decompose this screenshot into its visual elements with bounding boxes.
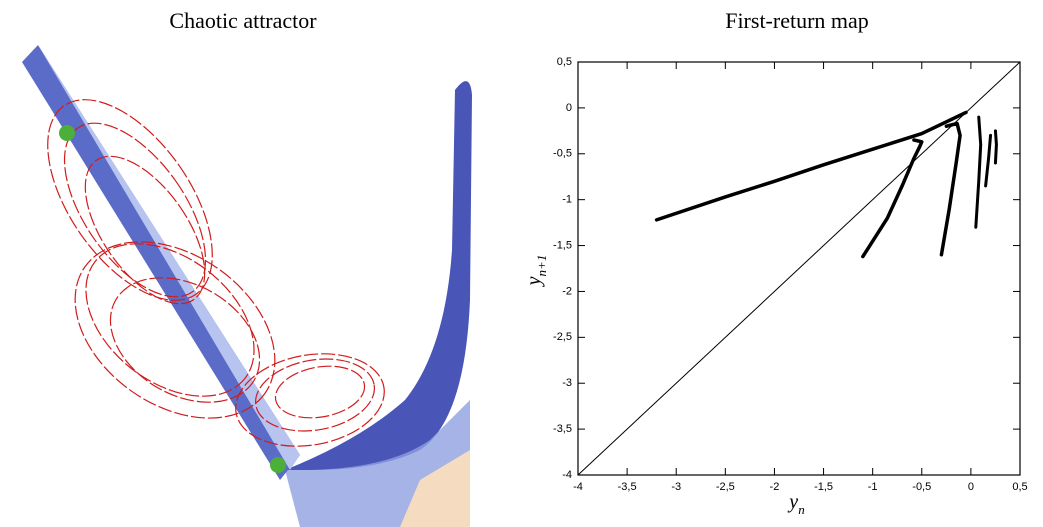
curve	[861, 138, 924, 259]
y-tick-label: -1,5	[553, 239, 572, 251]
fixed-point	[270, 457, 286, 473]
curve	[974, 115, 983, 229]
y-tick-label: -2	[562, 285, 572, 297]
curve	[577, 61, 1021, 476]
x-tick-label: -4	[573, 481, 583, 493]
x-tick-label: -3	[671, 481, 681, 493]
y-axis-label: y	[523, 276, 545, 287]
y-tick-label: -3	[562, 377, 572, 389]
y-axis-label-sub: n+1	[534, 255, 549, 277]
chart-title: First-return map	[725, 8, 869, 33]
x-tick-label: 0,5	[1012, 481, 1027, 493]
y-tick-label: -0,5	[553, 148, 572, 160]
x-tick-label: -1	[868, 481, 878, 493]
y-tick-label: -4	[562, 469, 572, 481]
x-axis-label: yn	[787, 491, 804, 517]
surface	[400, 450, 470, 527]
y-tick-label: -1	[562, 194, 572, 206]
x-tick-label: 0	[968, 481, 974, 493]
curve	[654, 110, 968, 222]
plot-frame	[577, 61, 1021, 476]
x-axis-label: y	[787, 491, 798, 513]
y-tick-label: 0,5	[557, 56, 572, 68]
surface	[285, 81, 472, 470]
x-tick-label: -0,5	[912, 481, 931, 493]
y-axis-label: yn+1	[523, 255, 549, 288]
y-tick-label: -3,5	[553, 423, 572, 435]
surface	[38, 45, 300, 470]
x-tick-label: -2,5	[716, 481, 735, 493]
x-tick-label: -2	[770, 481, 780, 493]
trajectory	[47, 99, 385, 447]
panel-title: Chaotic attractor	[169, 8, 317, 33]
attractor-image	[22, 45, 472, 527]
surface	[22, 45, 300, 480]
x-axis-label-sub: n	[798, 502, 805, 517]
y-tick-label: -2,5	[553, 331, 572, 343]
x-tick-label: -3,5	[618, 481, 637, 493]
x-tick-label: -1,5	[814, 481, 833, 493]
curve	[993, 129, 998, 165]
y-tick-label: 0	[566, 102, 572, 114]
fixed-point	[59, 125, 75, 141]
curve	[984, 133, 993, 188]
curve	[939, 121, 962, 257]
